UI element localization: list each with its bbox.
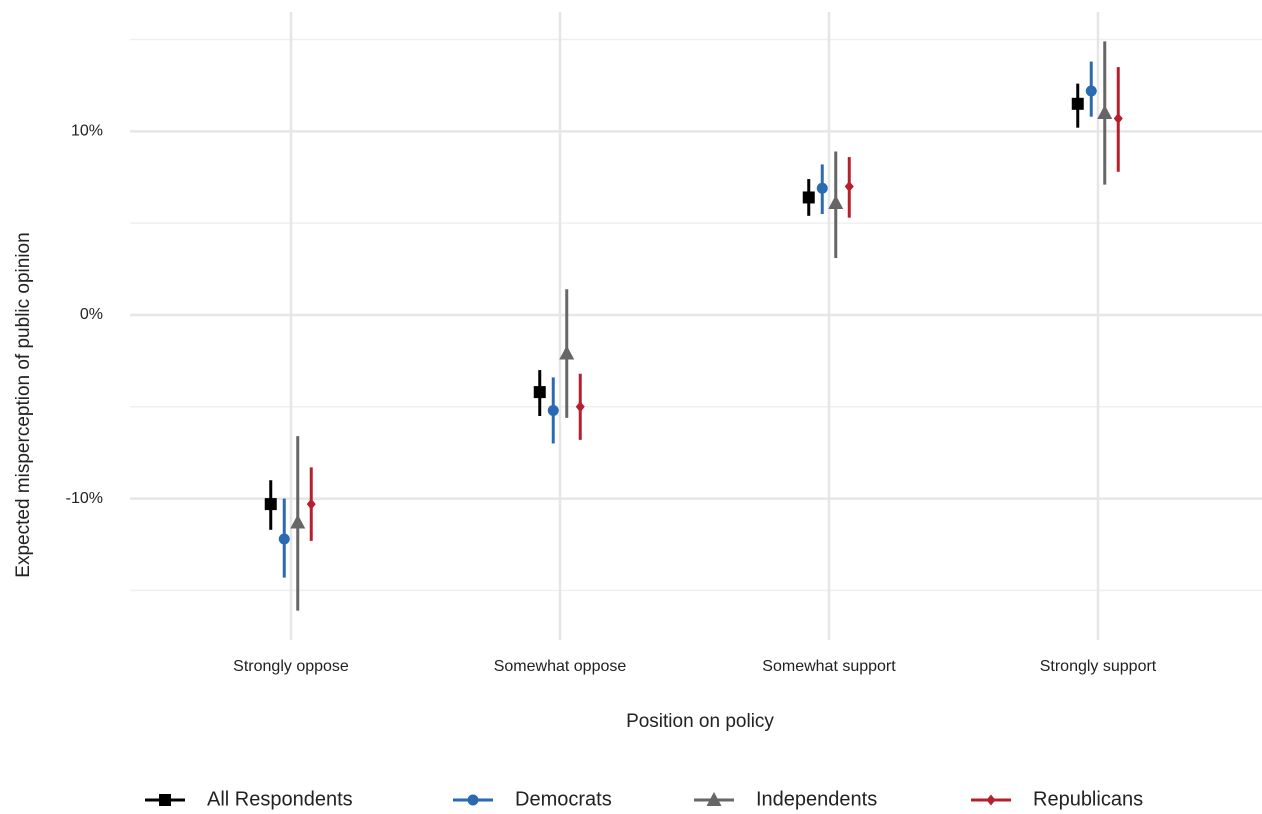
marker <box>264 498 277 511</box>
marker <box>1071 97 1084 110</box>
legend-item: Republicans <box>971 788 1143 810</box>
y-tick-label: -10% <box>66 490 103 507</box>
legend-item: All Respondents <box>145 788 353 810</box>
legend-label: Independents <box>756 788 877 810</box>
legend-label: Democrats <box>515 788 612 810</box>
marker <box>290 514 306 529</box>
marker <box>828 194 844 209</box>
x-axis-title: Position on policy <box>626 711 774 732</box>
legend-marker <box>467 794 479 806</box>
y-tick-label: 10% <box>71 123 103 140</box>
legend-label: All Respondents <box>207 788 353 810</box>
series <box>278 61 1097 578</box>
y-axis-title: Expected misperception of public opinion <box>13 232 34 577</box>
y-tick-label: 0% <box>80 306 103 323</box>
grid <box>130 12 1262 640</box>
legend-label: Republicans <box>1033 788 1143 810</box>
series <box>306 67 1123 541</box>
x-tick-label: Strongly oppose <box>233 658 349 675</box>
series <box>264 83 1084 530</box>
marker <box>533 386 546 399</box>
legend-marker <box>706 792 722 806</box>
marker <box>1113 113 1123 125</box>
series <box>290 41 1113 611</box>
marker <box>559 345 575 360</box>
legend-item: Independents <box>694 788 877 810</box>
legend-marker <box>159 794 171 806</box>
marker <box>547 404 559 416</box>
marker <box>816 182 828 194</box>
legend-marker <box>986 794 996 806</box>
legend-item: Democrats <box>453 788 612 810</box>
marker <box>575 401 585 413</box>
marker <box>844 180 854 192</box>
marker <box>306 498 316 510</box>
x-tick-label: Strongly support <box>1040 658 1157 675</box>
marker <box>802 191 815 204</box>
x-tick-label: Somewhat oppose <box>494 658 627 675</box>
x-tick-label: Somewhat support <box>762 658 896 675</box>
marker <box>278 533 290 545</box>
marker <box>1085 85 1097 97</box>
marker <box>1097 104 1113 119</box>
